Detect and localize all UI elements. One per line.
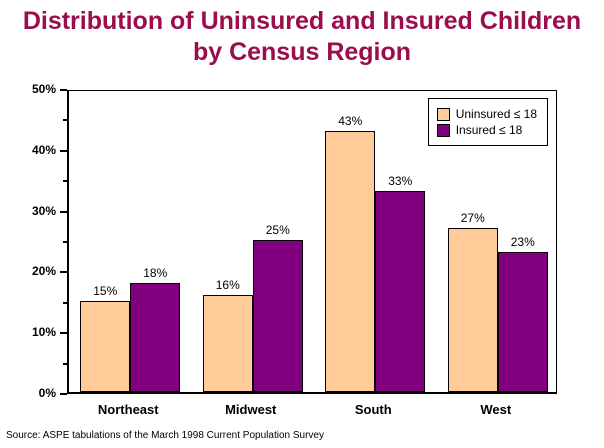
y-minor-tick: [63, 119, 67, 122]
y-tick-label: 30%: [31, 203, 56, 218]
y-major-tick: [60, 271, 67, 274]
bar-value-label: 43%: [338, 113, 363, 128]
y-major-tick: [60, 332, 67, 335]
bar-northeast-insured: [130, 282, 181, 392]
chart-title-line2: by Census Region: [192, 38, 412, 66]
bar-value-label: 33%: [388, 174, 413, 189]
y-major-tick: [60, 149, 67, 152]
bar-value-label: 15%: [93, 283, 118, 298]
bar-south-insured: [375, 191, 426, 392]
chart-title-line1: Distribution of Uninsured and Insured Ch…: [22, 7, 582, 35]
bar-northeast-uninsured: [80, 300, 131, 392]
x-category-label: Midwest: [225, 402, 277, 417]
bar-west-insured: [497, 252, 548, 392]
legend-item: Insured ≤ 18: [436, 123, 537, 137]
legend-swatch-icon: [436, 107, 450, 121]
y-tick-label: 40%: [31, 142, 56, 157]
y-tick-label: 0%: [38, 386, 56, 400]
legend: Uninsured ≤ 18 Insured ≤ 18: [427, 98, 548, 146]
bar-value-label: 25%: [265, 223, 290, 237]
y-minor-tick: [63, 180, 67, 183]
bar-value-label: 16%: [215, 277, 240, 292]
y-major-tick: [60, 393, 67, 395]
source-note: Source: ASPE tabulations of the March 19…: [6, 430, 324, 441]
y-major-tick: [60, 89, 67, 91]
legend-label: Uninsured ≤ 18: [455, 107, 537, 121]
y-tick-label: 10%: [31, 325, 56, 340]
y-tick-label: 50%: [31, 82, 56, 96]
bar-midwest-uninsured: [202, 294, 253, 392]
bar-south-uninsured: [325, 130, 376, 392]
bar-value-label: 18%: [143, 265, 168, 280]
y-tick-label: 20%: [31, 264, 56, 279]
legend-label: Insured ≤ 18: [455, 123, 523, 137]
y-major-tick: [60, 210, 67, 213]
y-minor-tick: [63, 362, 67, 365]
x-category-label: South: [354, 402, 392, 417]
y-minor-tick: [63, 241, 67, 243]
chart-title: Distribution of Uninsured and Insured Ch…: [0, 6, 604, 68]
legend-item: Uninsured ≤ 18: [436, 107, 537, 121]
bar-west-uninsured: [447, 227, 498, 392]
bar-value-label: 27%: [460, 210, 485, 225]
x-category-label: West: [480, 402, 512, 417]
y-minor-tick: [63, 301, 67, 304]
bar-value-label: 23%: [510, 235, 535, 250]
bar-midwest-insured: [252, 240, 303, 392]
x-category-label: Northeast: [97, 402, 159, 417]
legend-swatch-icon: [436, 123, 450, 137]
plot-area: Uninsured ≤ 18 Insured ≤ 18 15% 18% 16% 25% 4…: [67, 90, 557, 394]
